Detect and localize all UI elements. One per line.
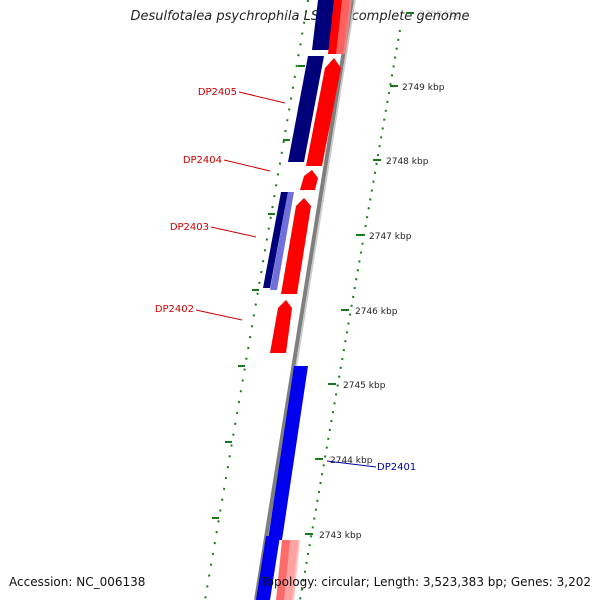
tick-label: 2747 kbp (369, 232, 412, 242)
gene-reverse-bottom (256, 536, 280, 600)
tick-label: 2748 kbp (386, 157, 429, 167)
leader-line-dp2404 (223, 159, 271, 172)
inner-ticks (212, 65, 305, 519)
gene-forward-top-light (336, 0, 352, 54)
tick-label: 2749 kbp (402, 83, 445, 93)
accession-label: Accession: NC_006138 (9, 575, 146, 589)
gene-forward-bottom-light (284, 540, 300, 600)
gene-leaders (195, 91, 377, 468)
gene-dp2403-light (270, 192, 294, 290)
map-title: Desulfotalea psychrophila LSv54, complet… (130, 9, 470, 24)
gene-dp2401 (268, 366, 308, 540)
leader-line-dp2401 (326, 460, 377, 468)
tick-label: 2744 kbp (330, 456, 373, 466)
tick-label: 2750 kbp (419, 10, 462, 20)
gene-label-dp2405: DP2405 (198, 87, 237, 98)
gene-label-dp2402: DP2402 (155, 304, 194, 315)
gene-dp2403 (263, 192, 288, 288)
gene-dp2403-forward (281, 198, 311, 294)
tick-label: 2745 kbp (343, 381, 386, 391)
inner-dotted-ring (204, 0, 309, 600)
gene-label-dp2403: DP2403 (170, 222, 209, 233)
scale-ticks (305, 12, 414, 535)
leader-line-dp2403 (210, 226, 257, 238)
genome-summary: Topology: circular; Length: 3,523,383 bp… (261, 575, 591, 589)
outer-dotted-ring (299, 29, 401, 600)
gene-dp2402 (270, 300, 292, 353)
gene-dp2404 (300, 170, 318, 190)
leader-line-dp2402 (195, 309, 243, 321)
gene-label-dp2401: DP2401 (377, 462, 416, 473)
gene-dp2405 (288, 56, 324, 162)
gene-dp2405-forward (306, 58, 341, 166)
tick-label: 2743 kbp (319, 531, 362, 541)
genome-backbone (254, 0, 354, 600)
gene-label-dp2404: DP2404 (183, 155, 222, 166)
tick-label: 2746 kbp (355, 307, 398, 317)
leader-line-dp2405 (238, 91, 286, 104)
